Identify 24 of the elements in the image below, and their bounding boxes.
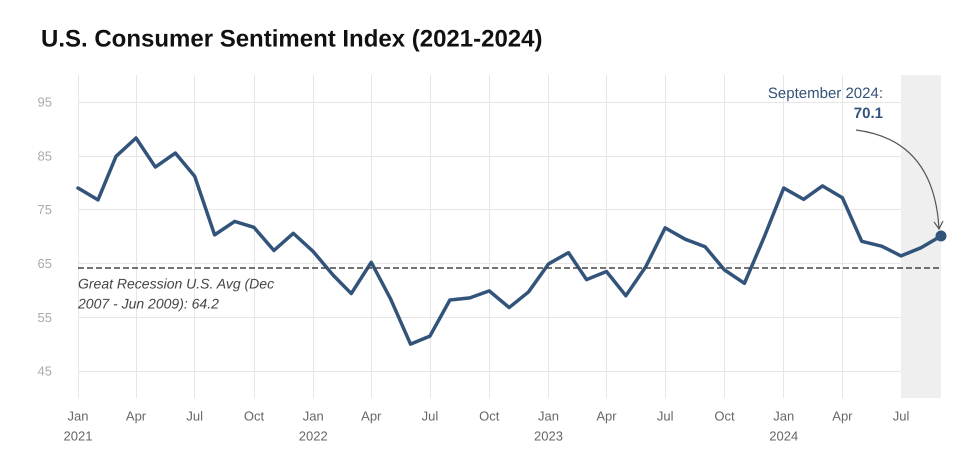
x-tick-label: Apr bbox=[361, 408, 382, 424]
y-tick-label: 55 bbox=[38, 310, 52, 325]
x-tick-label: Jan 2023 bbox=[534, 408, 563, 444]
y-tick-label: 45 bbox=[38, 364, 52, 379]
x-tick-label: Oct bbox=[244, 408, 264, 424]
x-tick-label: Jul bbox=[656, 408, 674, 424]
x-tick-label: Jan 2022 bbox=[298, 408, 328, 444]
y-tick-label: 95 bbox=[38, 94, 52, 110]
y-tick-label: 65 bbox=[38, 256, 52, 271]
x-tick-label: Jul bbox=[422, 408, 438, 424]
chart-title: U.S. Consumer Sentiment Index (2021-2024) bbox=[41, 26, 542, 52]
x-tick-label: Jan 2021 bbox=[64, 408, 92, 444]
x-tick-label: Apr bbox=[596, 408, 618, 424]
y-tick-label: 75 bbox=[38, 202, 52, 218]
x-tick-label: Jan 2024 bbox=[769, 408, 798, 444]
x-tick-label: Apr bbox=[832, 408, 854, 424]
x-tick-label: Apr bbox=[126, 408, 147, 424]
x-tick-label: Oct bbox=[714, 408, 735, 424]
y-tick-label: 85 bbox=[38, 148, 52, 164]
x-tick-label: Jul bbox=[186, 408, 204, 424]
ref-line-label: Great Recession U.S. Avg (Dec 2007 - Jun 2009): 64.2 bbox=[77, 276, 278, 312]
annotation: September 2024: 70.1 bbox=[766, 84, 883, 124]
x-tick-label: Oct bbox=[479, 408, 500, 424]
x-tick-label: Jul bbox=[892, 408, 910, 424]
